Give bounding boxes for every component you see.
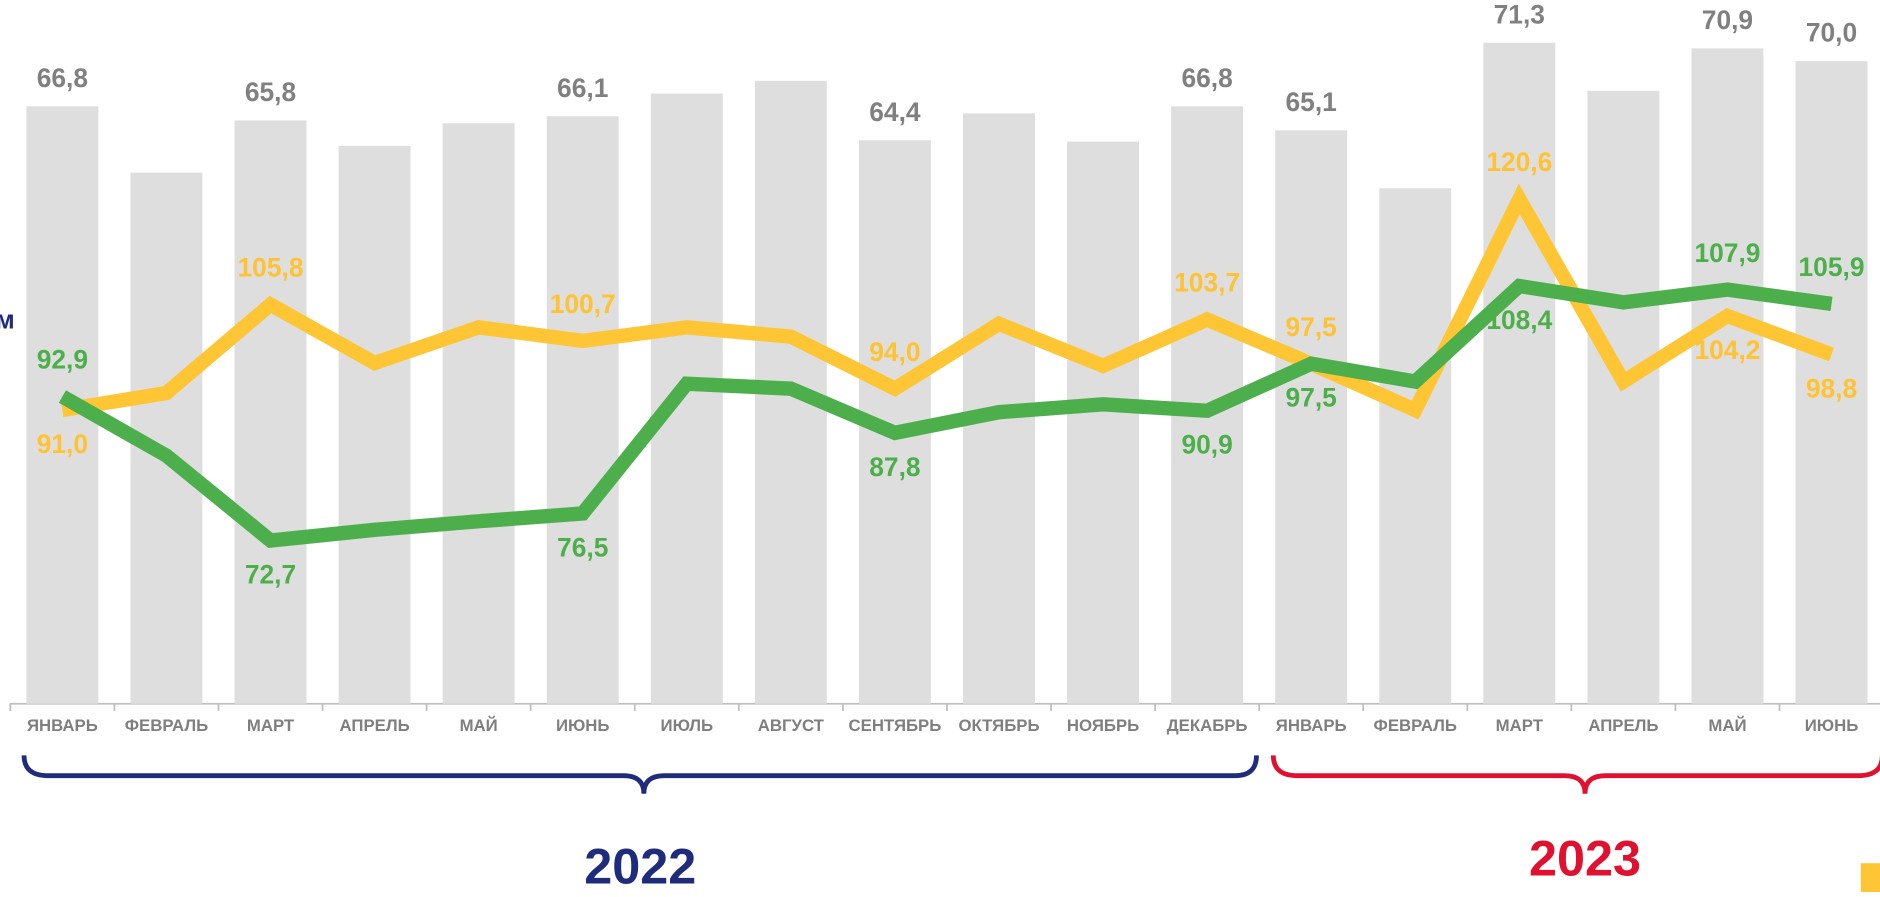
- line-value-label: 97,5: [1286, 312, 1337, 342]
- x-tick-label: АПРЕЛЬ: [1588, 716, 1658, 735]
- x-tick-label: ФЕВРАЛЬ: [1374, 716, 1457, 735]
- line-value-label: 104,2: [1694, 335, 1760, 365]
- x-tick-label: МАРТ: [1496, 716, 1544, 735]
- line-value-label: 91,0: [37, 429, 88, 459]
- bar-value-label: 66,1: [557, 73, 608, 103]
- x-tick-label: ЯНВАРЬ: [27, 716, 98, 735]
- bar: [1691, 48, 1764, 704]
- bar: [650, 93, 723, 704]
- bar: [234, 120, 307, 704]
- bar: [1067, 141, 1140, 704]
- bar-value-label: 70,0: [1806, 18, 1857, 48]
- x-tick-label: ФЕВРАЛЬ: [125, 716, 208, 735]
- line-value-label: 94,0: [869, 337, 920, 367]
- line-value-label: 108,4: [1486, 305, 1552, 335]
- line-value-label: 103,7: [1174, 268, 1240, 298]
- bar-value-label: 66,8: [1181, 63, 1232, 93]
- line-value-label: 100,7: [550, 289, 616, 319]
- line-value-label: 90,9: [1181, 430, 1232, 460]
- x-tick-label: МАРТ: [247, 716, 295, 735]
- line-series: [58, 278, 1833, 548]
- line-value-label: 120,6: [1486, 147, 1552, 177]
- bar: [1795, 61, 1868, 704]
- bar: [546, 116, 619, 704]
- x-tick-label: ОКТЯБРЬ: [958, 716, 1039, 735]
- legend-swatch: [1860, 863, 1880, 892]
- x-tick-label: НОЯБРЬ: [1067, 716, 1139, 735]
- line-value-label: 87,8: [869, 452, 920, 482]
- line-value-label: 105,8: [238, 253, 304, 283]
- line-value-label: 92,9: [37, 345, 88, 375]
- axis-annotation: м: [0, 304, 15, 334]
- x-tick-label: ИЮНЬ: [1805, 716, 1859, 735]
- line-value-label: 105,9: [1799, 252, 1865, 282]
- brace-2022: [21, 755, 1259, 794]
- group-label: 2022: [584, 838, 696, 892]
- line-value-label: 72,7: [245, 559, 296, 589]
- bar-value-label: 65,1: [1286, 87, 1337, 117]
- brace-2023: [1270, 755, 1880, 794]
- bar-value-label: 65,8: [245, 77, 296, 107]
- x-tick-label: ДЕКАБРЬ: [1167, 716, 1248, 735]
- bar-value-label: 64,4: [869, 97, 921, 127]
- bar: [1483, 42, 1556, 704]
- bar: [1379, 188, 1452, 704]
- bar: [1275, 130, 1348, 704]
- line-value-label: 97,5: [1286, 383, 1337, 413]
- x-tick-label: АВГУСТ: [758, 716, 825, 735]
- x-tick-label: АПРЕЛЬ: [340, 716, 410, 735]
- line-value-label: 98,8: [1806, 373, 1857, 403]
- bar-value-label: 70,9: [1702, 5, 1753, 35]
- x-tick-label: ИЮЛЬ: [661, 716, 714, 735]
- bar-value-label: 66,8: [37, 63, 88, 93]
- x-tick-label: МАЙ: [460, 716, 498, 735]
- bar: [338, 145, 411, 704]
- line-series: [61, 183, 1835, 420]
- line-value-label: 76,5: [557, 532, 608, 562]
- x-tick-label: СЕНТЯБРЬ: [849, 716, 942, 735]
- x-tick-label: МАЙ: [1708, 716, 1746, 735]
- x-tick-label: ИЮНЬ: [556, 716, 610, 735]
- bar-value-label: 71,3: [1494, 0, 1545, 29]
- bar: [1587, 90, 1660, 704]
- group-label: 2023: [1529, 829, 1641, 886]
- line-value-label: 107,9: [1694, 238, 1760, 268]
- x-tick-label: ЯНВАРЬ: [1276, 716, 1347, 735]
- bar: [442, 123, 515, 704]
